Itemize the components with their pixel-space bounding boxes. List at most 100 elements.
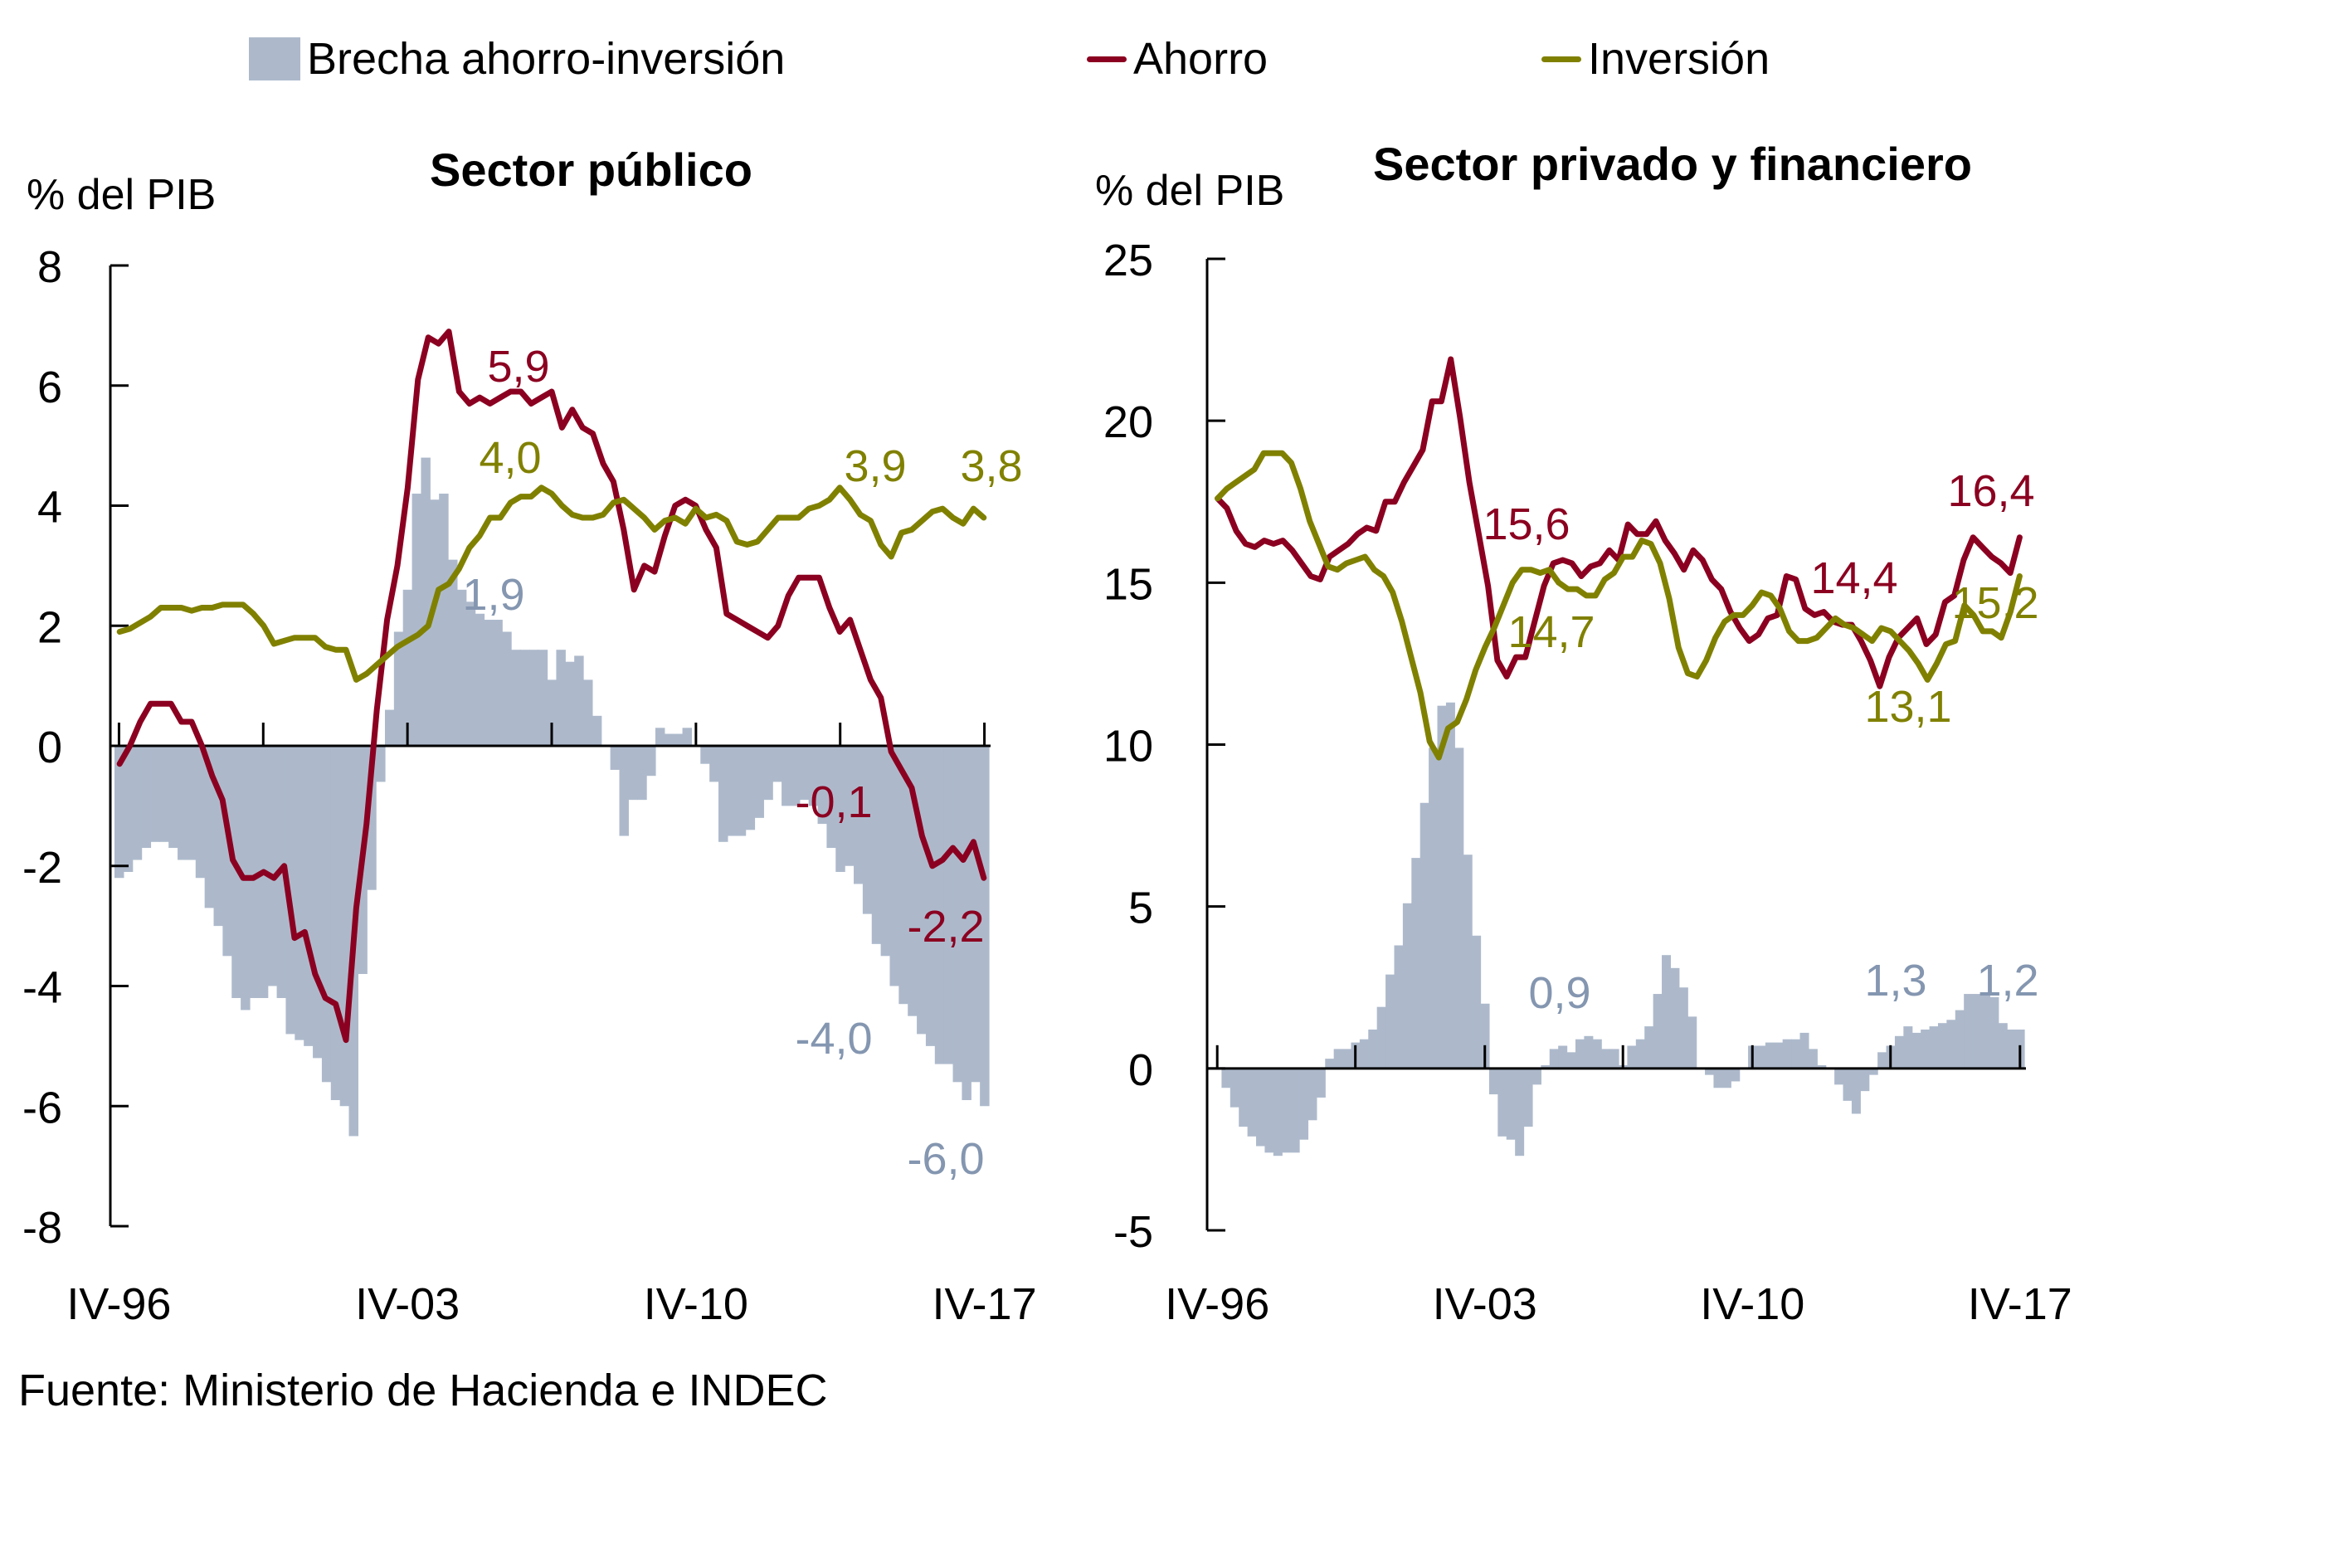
bar <box>943 746 954 1064</box>
bar <box>1584 1035 1594 1069</box>
bar <box>1609 1049 1619 1069</box>
bar <box>141 746 152 849</box>
bar <box>1877 1052 1887 1069</box>
bar <box>1731 1068 1741 1082</box>
bar <box>871 746 882 944</box>
bar <box>952 746 963 1083</box>
bar <box>1549 1049 1559 1069</box>
bar <box>826 746 836 849</box>
bar <box>917 746 927 1035</box>
bar <box>1635 1039 1645 1069</box>
chart-legend: Brecha ahorro-inversión Ahorro Inversión <box>0 33 2352 91</box>
bar <box>1670 967 1680 1069</box>
legend-item-brecha: Brecha ahorro-inversión <box>249 33 785 85</box>
legend-line-ahorro <box>1087 56 1127 62</box>
bar <box>114 746 124 879</box>
bar <box>1342 1049 1352 1069</box>
data-label: -4,0 <box>795 1014 872 1064</box>
legend-item-ahorro: Ahorro <box>1087 33 1268 85</box>
bar <box>682 728 693 746</box>
bar <box>195 746 206 879</box>
bar <box>1705 1068 1715 1075</box>
line-series-inversion <box>1215 450 2023 761</box>
bar <box>971 746 981 1083</box>
y-tick-label: 5 <box>1128 884 1153 933</box>
bar <box>854 746 864 884</box>
bar <box>1972 994 1982 1069</box>
bar <box>132 746 143 860</box>
bar <box>1307 1068 1317 1121</box>
legend-label-brecha: Brecha ahorro-inversión <box>307 34 786 84</box>
bar <box>519 650 530 746</box>
bar <box>1256 1068 1266 1147</box>
bar <box>962 746 971 1101</box>
bar <box>2007 1029 2017 1069</box>
bar <box>934 746 945 1064</box>
bar <box>1515 1068 1525 1157</box>
bar <box>1662 955 1672 1069</box>
bar <box>1575 1039 1585 1069</box>
data-label: 1,9 <box>462 570 524 620</box>
bar <box>556 650 566 746</box>
x-tick-label: IV-10 <box>1700 1279 1804 1329</box>
bar <box>1488 1068 1498 1095</box>
bar <box>1359 1039 1369 1069</box>
bar <box>1531 1068 1541 1085</box>
bar-series-brecha <box>1221 702 2025 1157</box>
bar <box>1480 1003 1490 1069</box>
bar <box>313 746 323 1059</box>
bar <box>1419 802 1429 1069</box>
bar <box>475 613 485 746</box>
bar <box>1523 1068 1533 1127</box>
bar <box>782 746 791 806</box>
bar <box>1325 1059 1335 1069</box>
bar <box>908 746 918 1016</box>
bar <box>619 746 629 836</box>
bar <box>528 650 539 746</box>
bar <box>1868 1068 1878 1075</box>
y-tick-label: 25 <box>1103 236 1153 285</box>
bar <box>1402 903 1412 1069</box>
bar <box>493 620 503 746</box>
bar <box>484 620 494 746</box>
bar <box>1955 1010 1965 1069</box>
bar <box>1230 1068 1239 1108</box>
bar <box>249 746 260 998</box>
bar <box>456 589 467 746</box>
line-path <box>1215 450 2023 761</box>
bar <box>1437 705 1447 1069</box>
bar <box>186 746 197 860</box>
bar <box>1937 1023 1947 1069</box>
x-tick-label: IV-10 <box>644 1279 748 1329</box>
bar <box>1808 1049 1818 1069</box>
bar <box>430 499 440 746</box>
bar <box>845 746 855 866</box>
line-series-inversion <box>116 485 987 683</box>
bar <box>1713 1068 1723 1088</box>
bar <box>565 661 575 746</box>
data-label: -6,0 <box>907 1134 984 1184</box>
bar <box>1894 1035 1904 1069</box>
bar <box>664 733 674 746</box>
legend-label-inversion: Inversión <box>1588 34 1770 84</box>
bar <box>1592 1039 1602 1069</box>
data-label: 5,9 <box>487 342 549 392</box>
bar <box>889 746 899 986</box>
y-tick-label: -5 <box>1113 1207 1153 1257</box>
bar <box>213 746 223 927</box>
bar <box>1851 1068 1861 1114</box>
data-label: 15,2 <box>1951 578 2038 628</box>
chart-title-publico: Sector público <box>430 144 752 196</box>
bar <box>1454 747 1464 1069</box>
bar <box>178 746 187 860</box>
bar <box>1299 1068 1309 1140</box>
bar <box>799 746 810 801</box>
bar <box>610 746 621 770</box>
bar <box>1921 1029 1931 1069</box>
data-label: 14,4 <box>1810 553 1897 603</box>
bar <box>727 746 738 836</box>
bar <box>1791 1039 1801 1069</box>
bar <box>150 746 160 842</box>
bar <box>1756 1045 1766 1069</box>
